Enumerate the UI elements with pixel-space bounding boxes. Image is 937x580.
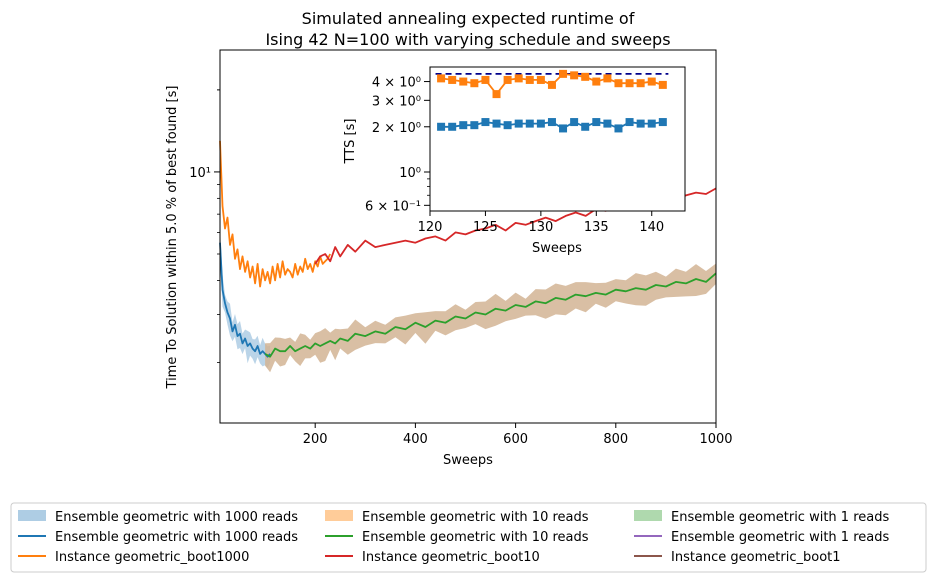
- inset-marker: [459, 77, 468, 86]
- inset-marker: [614, 79, 623, 88]
- x-tick-label: 200: [303, 432, 328, 447]
- inset-x-axis-label: Sweeps: [532, 241, 582, 256]
- legend-label: Instance geometric_boot1000: [55, 550, 249, 565]
- inset-x-tick-label: 120: [418, 220, 443, 235]
- inset-x-tick-label: 125: [473, 220, 498, 235]
- inset-y-axis-ticks: 6 × 10⁻¹ 10⁰ 2 × 10⁰ 3 × 10⁰ 4 × 10⁰: [365, 76, 430, 214]
- y-tick-label: 10¹: [189, 166, 211, 181]
- legend-swatch-patch: [325, 510, 353, 521]
- inset-marker: [625, 118, 634, 127]
- x-tick-label: 600: [503, 432, 528, 447]
- inset-marker: [536, 75, 545, 84]
- inset-marker: [603, 74, 612, 83]
- inset-x-tick-label: 135: [584, 220, 609, 235]
- inset-marker: [647, 77, 656, 86]
- inset-marker: [547, 80, 556, 89]
- inset-x-axis-ticks: 120 125 130 135 140: [418, 211, 664, 235]
- inset-marker: [481, 118, 490, 127]
- inset-marker: [514, 119, 523, 128]
- legend-label: Ensemble geometric with 1000 reads: [55, 530, 298, 545]
- inset-marker: [570, 71, 579, 80]
- legend-label: Ensemble geometric with 1 reads: [671, 530, 889, 545]
- confidence-band-2: [265, 263, 716, 373]
- series-line-2: [264, 272, 717, 358]
- confidence-band-0: [220, 228, 271, 368]
- legend-label: Ensemble geometric with 10 reads: [362, 530, 589, 545]
- series-line-1: [219, 140, 331, 288]
- inset-marker: [437, 122, 446, 131]
- inset-marker: [459, 121, 468, 130]
- inset-marker: [470, 121, 479, 130]
- inset-marker: [525, 119, 534, 128]
- main-confidence-bands: [220, 228, 716, 373]
- chart-legend: Ensemble geometric with 1000 reads Ensemb…: [10, 502, 927, 573]
- main-plot-frame: [219, 49, 717, 424]
- inset-marker: [658, 80, 667, 89]
- inset-marker: [625, 79, 634, 88]
- series-line-0: [219, 242, 271, 358]
- inset-marker: [547, 118, 556, 127]
- inset-marker: [636, 119, 645, 128]
- inset-marker: [603, 119, 612, 128]
- inset-marker: [581, 122, 590, 131]
- inset-x-tick-label: 140: [639, 220, 664, 235]
- inset-plot-frame: [429, 66, 686, 212]
- inset-marker: [514, 74, 523, 83]
- inset-marker: [448, 75, 457, 84]
- legend-label: Ensemble geometric with 10 reads: [362, 510, 589, 525]
- legend-label: Instance geometric_boot10: [362, 550, 540, 565]
- x-tick-label: 400: [403, 432, 428, 447]
- inset-background: [430, 67, 685, 211]
- inset-y-tick-label: 4 × 10⁰: [372, 76, 421, 91]
- inset-marker: [570, 118, 579, 127]
- inset-x-tick-label: 130: [528, 220, 553, 235]
- main-x-axis-ticks: 200 400 600 800 1000: [303, 423, 733, 447]
- main-y-axis-label: Time To Solution within 5.0 % of best fo…: [165, 86, 180, 390]
- inset-y-tick-label: 6 × 10⁻¹: [365, 199, 421, 214]
- inset-marker: [592, 118, 601, 127]
- inset-y-tick-label: 10⁰: [399, 166, 421, 181]
- inset-marker: [503, 121, 512, 130]
- inset-marker: [492, 119, 501, 128]
- inset-y-axis-label: TTS [s]: [343, 119, 358, 165]
- inset-marker: [525, 75, 534, 84]
- inset-marker: [492, 90, 501, 99]
- inset-y-tick-label: 2 × 10⁰: [372, 121, 421, 136]
- legend-label: Instance geometric_boot1: [671, 550, 841, 565]
- chart-title-line-2: Ising 42 N=100 with varying schedule and…: [265, 30, 670, 49]
- inset-marker: [636, 79, 645, 88]
- inset-marker: [658, 118, 667, 127]
- inset-marker: [536, 119, 545, 128]
- inset-marker: [592, 77, 601, 86]
- legend-swatch-patch: [18, 510, 46, 521]
- inset-marker: [647, 119, 656, 128]
- chart-title-line-1: Simulated annealing expected runtime of: [302, 9, 635, 28]
- inset-series: [435, 69, 669, 133]
- inset-marker: [559, 124, 568, 133]
- inset-marker: [503, 75, 512, 84]
- inset-marker: [614, 124, 623, 133]
- legend-label: Ensemble geometric with 1 reads: [671, 510, 889, 525]
- inset-marker: [559, 69, 568, 78]
- legend-frame: [10, 502, 927, 573]
- main-x-axis-label: Sweeps: [443, 453, 493, 468]
- inset-marker: [481, 75, 490, 84]
- inset-y-tick-label: 3 × 10⁰: [372, 94, 421, 109]
- inset-marker: [581, 72, 590, 81]
- inset-marker: [448, 122, 457, 131]
- x-tick-label: 800: [603, 432, 628, 447]
- inset-marker: [470, 79, 479, 88]
- inset-marker: [437, 74, 446, 83]
- legend-label: Ensemble geometric with 1000 reads: [55, 510, 298, 525]
- legend-swatch-patch: [634, 510, 662, 521]
- main-y-axis-ticks: 10¹: [189, 89, 220, 363]
- x-tick-label: 1000: [699, 432, 732, 447]
